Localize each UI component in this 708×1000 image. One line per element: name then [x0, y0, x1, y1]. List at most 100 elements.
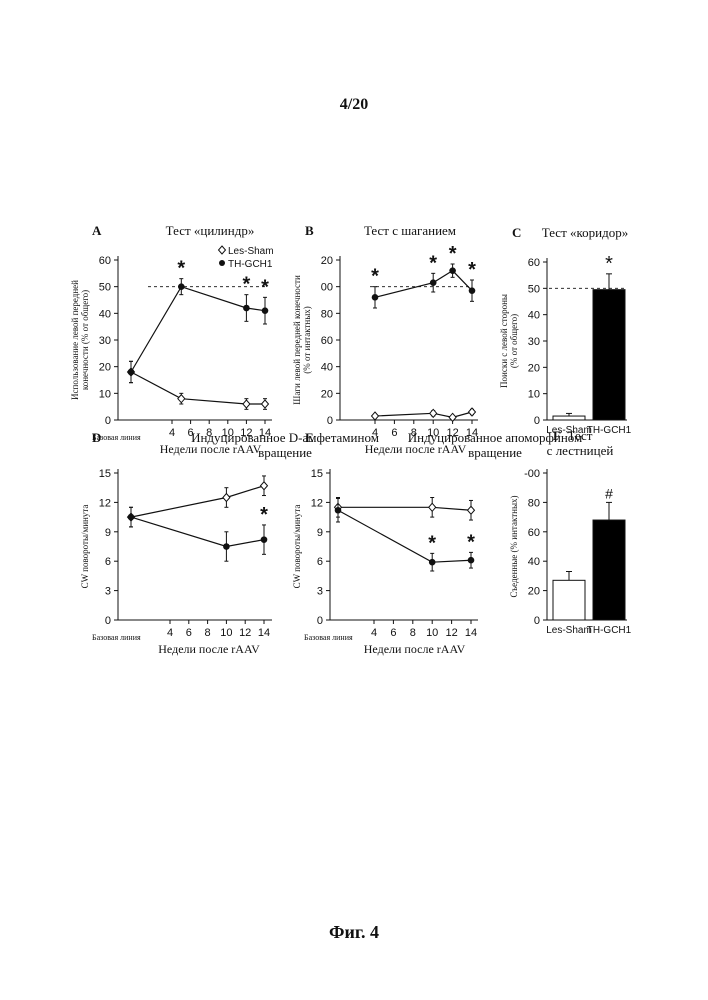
y-tick-label: 60 [528, 257, 540, 269]
data-point-th-gch1 [469, 287, 476, 294]
significance-mark: * [429, 252, 437, 274]
y-tick-label: 15 [311, 468, 323, 480]
data-point-th-gch1 [261, 536, 268, 543]
panel-title: с лестницей [547, 443, 614, 458]
y-tick-label: 00 [321, 282, 333, 294]
y-tick-label: 40 [528, 310, 540, 322]
x-axis-label: Недели после rAAV [364, 642, 466, 656]
y-tick-label: 3 [105, 586, 111, 598]
data-point-th-gch1 [372, 294, 379, 301]
x-tick-label: 4 [167, 627, 173, 639]
y-tick-label: 30 [528, 336, 540, 348]
data-point-les-sham [372, 412, 379, 420]
y-tick-label: 60 [99, 255, 111, 267]
x-tick-label: 10 [426, 627, 438, 639]
data-point-th-gch1 [262, 307, 269, 314]
y-tick-label: 30 [99, 335, 111, 347]
data-point-les-sham [468, 506, 475, 514]
legend-marker-th-gch1 [219, 260, 225, 266]
legend-entry: Les-Sham [228, 246, 274, 257]
y-tick-label: 80 [321, 308, 333, 320]
data-point-th-gch1 [223, 543, 230, 550]
significance-mark: * [177, 258, 185, 280]
significance-mark: * [428, 532, 436, 554]
y-tick-label: 0 [105, 615, 111, 627]
y-axis-label: Поиски с левой стороны [499, 294, 509, 388]
y-axis-label: Использование левой передней [70, 280, 80, 400]
data-point-th-gch1 [449, 267, 456, 274]
significance-mark: * [371, 266, 379, 288]
series-line-TH-GCH1 [131, 517, 264, 546]
x-tick-label: 4 [169, 427, 175, 439]
data-point-les-sham [469, 408, 476, 416]
y-tick-label: 40 [321, 362, 333, 374]
panel-title: Тест «цилиндр» [166, 223, 255, 238]
y-tick-label: 60 [321, 335, 333, 347]
y-tick-label: 9 [105, 527, 111, 539]
data-point-th-gch1 [178, 283, 185, 290]
panel-letter: D [92, 430, 101, 445]
significance-mark: * [261, 276, 269, 298]
y-axis-label: конечности (% от общего) [80, 290, 90, 390]
y-tick-label: 10 [528, 389, 540, 401]
series-line-TH-GCH1 [131, 287, 265, 372]
data-point-th-gch1 [128, 514, 135, 521]
y-tick-label: 12 [311, 497, 323, 509]
legend-entry: TH-GCH1 [228, 259, 273, 270]
x-category-label: TH-GCH1 [587, 425, 632, 436]
panel-letter: B [305, 223, 314, 238]
panel-title: Индуцированное D-амфетамином [191, 430, 379, 445]
significance-mark: * [260, 504, 268, 526]
data-point-les-sham [261, 482, 268, 490]
data-point-les-sham [430, 409, 437, 417]
y-tick-label: 0 [317, 615, 323, 627]
x-tick-label: 6 [391, 427, 397, 439]
series-line-Les-Sham [375, 412, 472, 417]
significance-mark: # [605, 485, 613, 501]
baseline-label: Базовая линия [304, 633, 353, 642]
data-point-th-gch1 [468, 557, 475, 564]
x-tick-label: 8 [410, 627, 416, 639]
y-tick-label: 20 [321, 255, 333, 267]
panel-title: Тест [568, 428, 593, 443]
panel-title: Тест с шаганием [364, 223, 456, 238]
y-tick-label: 20 [321, 388, 333, 400]
y-tick-label: 3 [317, 586, 323, 598]
panel-A: AТест «цилиндр»0102030405060Использовани… [70, 223, 274, 456]
panel-D: DИндуцированное D-амфетаминомвращение036… [80, 430, 379, 656]
x-tick-label: 14 [258, 627, 270, 639]
x-category-label: TH-GCH1 [587, 625, 632, 636]
data-point-les-sham [178, 395, 185, 403]
data-point-les-sham [262, 400, 269, 408]
x-tick-label: 12 [445, 627, 457, 639]
y-tick-label: 0 [327, 415, 333, 427]
significance-mark: * [468, 259, 476, 281]
y-tick-label: 0 [534, 615, 540, 627]
x-tick-label: 6 [390, 627, 396, 639]
series-line-Les-Sham [131, 372, 265, 404]
y-tick-label: 12 [99, 497, 111, 509]
series-line-TH-GCH1 [375, 271, 472, 298]
y-tick-label: 40 [99, 308, 111, 320]
significance-mark: * [605, 253, 613, 275]
y-tick-label: 0 [534, 415, 540, 427]
y-tick-label: 80 [528, 497, 540, 509]
series-line-Les-Sham [338, 507, 471, 510]
panel-title: вращение [468, 445, 522, 460]
x-tick-label: 4 [371, 627, 377, 639]
x-tick-label: 14 [465, 627, 477, 639]
y-tick-label: 40 [528, 556, 540, 568]
data-point-th-gch1 [128, 369, 135, 376]
bar-Les-Sham [553, 580, 585, 620]
y-axis-label: CW повороты/минута [80, 505, 90, 589]
y-tick-label: 60 [528, 527, 540, 539]
x-tick-label: 8 [205, 627, 211, 639]
x-category-label: Les-Sham [546, 625, 592, 636]
y-tick-label: 6 [105, 556, 111, 568]
y-axis-label: (% от общего) [509, 314, 519, 368]
data-point-th-gch1 [335, 507, 342, 514]
y-tick-label: -00 [524, 468, 540, 480]
panel-B: BТест с шаганием0204060800020Шаги левой … [292, 223, 478, 456]
panel-title: Тест «коридор» [542, 225, 628, 240]
bar-TH-GCH1 [593, 290, 625, 420]
